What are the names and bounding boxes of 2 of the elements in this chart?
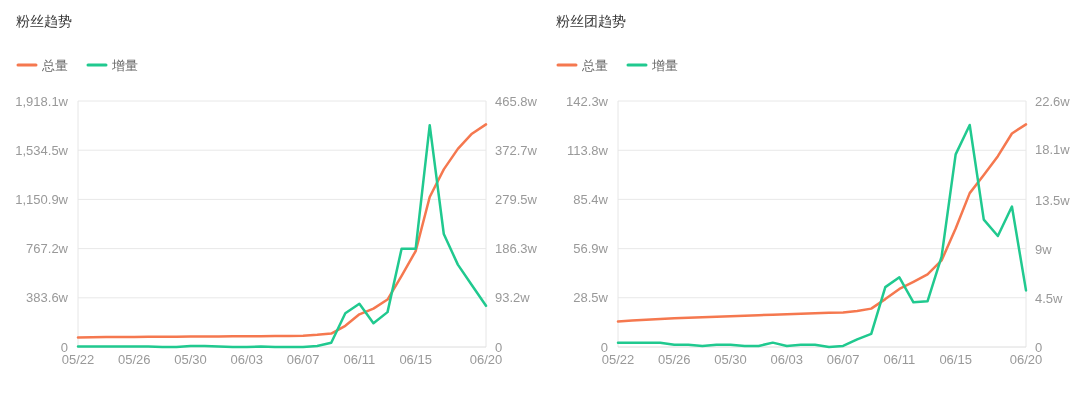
title: 粉丝团趋势 bbox=[556, 13, 626, 29]
title: 粉丝趋势 bbox=[16, 13, 72, 29]
